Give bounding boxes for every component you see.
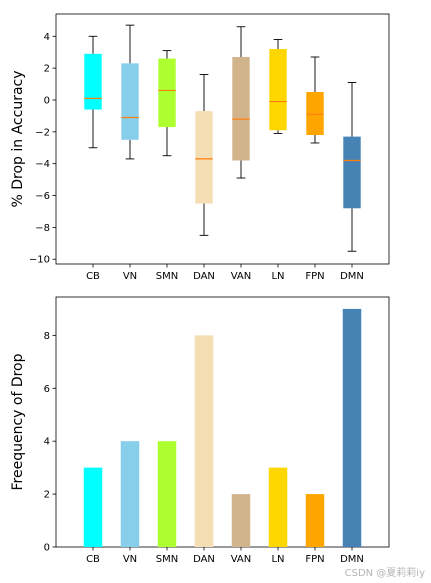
box-chart-xtick-label: DMN [340, 271, 364, 282]
box-cb [84, 35, 102, 149]
bar-chart-ylabel: Freequency of Drop [10, 353, 26, 490]
bar-smn [157, 441, 177, 547]
box-chart-xtick-label: FPN [305, 271, 324, 282]
watermark: CSDN @夏莉莉iy [344, 568, 425, 579]
box-fpn [306, 56, 324, 144]
bar-chart-ytick-label: 8 [44, 331, 50, 342]
bar-chart-ytick-label: 6 [44, 384, 50, 395]
box-body [121, 63, 139, 140]
box-vn [121, 24, 139, 160]
bar-chart-ytick-label: 4 [44, 437, 50, 448]
box-ln [269, 39, 287, 134]
box-body [232, 56, 250, 161]
box-chart-frame [55, 13, 390, 265]
box-body [306, 92, 324, 136]
box-body [269, 49, 287, 131]
bar-chart-ytick-label: 0 [44, 543, 50, 554]
bar-chart-xtick-label: LN [271, 554, 284, 565]
box-chart-xtick-label: LN [271, 271, 284, 282]
box-dan [195, 74, 213, 236]
bar-van [231, 494, 251, 547]
box-body [158, 58, 176, 128]
bar-chart-xtick-label: DMN [340, 554, 364, 565]
bar-chart-xtick-label: VAN [231, 554, 252, 565]
bar-chart-xtick-label: SMN [156, 554, 178, 565]
bar-chart-xtick-label: FPN [305, 554, 324, 565]
bar-chart-xtick-label: CB [86, 554, 100, 565]
box-chart-ytick-label: −2 [35, 127, 50, 138]
bar-chart-xtick-label: VN [123, 554, 137, 565]
bar-chart-frame [55, 296, 390, 548]
bar-dan [194, 335, 214, 547]
box-chart-ytick-label: 2 [44, 64, 50, 75]
box-chart-xtick-label: VAN [231, 271, 252, 282]
box-chart-ytick-label: 4 [44, 32, 50, 43]
bar-fpn [305, 494, 325, 547]
box-chart-ytick-label: −6 [35, 191, 50, 202]
box-chart-xtick-label: SMN [156, 271, 178, 282]
bar-chart-xtick-label: DAN [193, 554, 215, 565]
box-chart-xtick-label: VN [123, 271, 137, 282]
box-body [343, 136, 361, 209]
box-chart-ytick-label: −8 [35, 223, 50, 234]
box-chart-ylabel: % Drop in Accuracy [10, 70, 26, 207]
bar-cb [83, 467, 103, 547]
box-chart-ytick-label: −10 [29, 255, 50, 266]
box-chart-ytick-label: 0 [44, 95, 50, 106]
box-chart-xtick-label: DAN [193, 271, 215, 282]
box-dmn [343, 82, 361, 252]
box-chart-ytick-label: −4 [35, 159, 50, 170]
bar-chart-ytick-label: 2 [44, 490, 50, 501]
bar-vn [120, 441, 140, 547]
box-chart-xtick-label: CB [86, 271, 100, 282]
bar-chart: 0 2 4 6 8 CB VN SMN DAN VAN LN FPN DMN Freequency of … [10, 296, 390, 565]
box-body [84, 53, 102, 110]
bar-ln [268, 467, 288, 547]
box-plot-chart: 4 2 0 −2 −4 −6 −8 −10 CB VN SMN DAN VAN LN FPN DMN % Dro… [10, 13, 390, 282]
bar-dmn [342, 308, 362, 547]
box-smn [158, 50, 176, 157]
box-van [232, 26, 250, 179]
box-body [195, 111, 213, 204]
